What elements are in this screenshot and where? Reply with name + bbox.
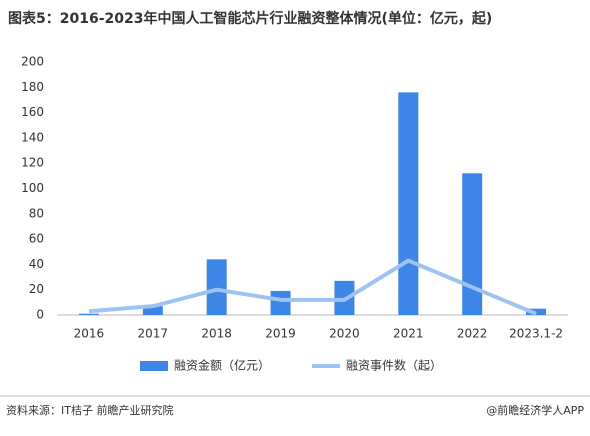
y-tick-label: 80 <box>29 206 44 220</box>
x-tick-label: 2023.1-2 <box>509 327 563 341</box>
y-tick-label: 120 <box>21 156 44 170</box>
x-tick-label: 2021 <box>393 327 424 341</box>
y-tick-label: 200 <box>21 55 44 69</box>
x-tick-label: 2017 <box>138 327 169 341</box>
source: 资料来源：IT桔子 前瞻产业研究院 <box>6 403 173 417</box>
y-tick-label: 140 <box>21 130 44 144</box>
y-tick-label: 40 <box>29 257 44 271</box>
y-tick-label: 100 <box>21 181 44 195</box>
chart-title: 图表5：2016-2023年中国人工智能芯片行业融资整体情况(单位：亿元，起) <box>8 10 492 27</box>
x-tick-label: 2020 <box>329 327 360 341</box>
legend-swatch <box>140 361 168 371</box>
x-tick-label: 2019 <box>265 327 296 341</box>
y-tick-label: 0 <box>36 308 44 322</box>
credit: @前瞻经济学人APP <box>486 403 584 417</box>
y-tick-label: 20 <box>29 282 44 296</box>
x-tick-label: 2018 <box>201 327 232 341</box>
line <box>88 258 537 316</box>
bar <box>462 173 483 315</box>
bar <box>142 306 163 315</box>
bar <box>270 290 291 315</box>
legend-label: 融资事件数（起） <box>346 358 442 373</box>
x-tick-label: 2016 <box>74 327 105 341</box>
x-tick-label: 2022 <box>457 327 488 341</box>
y-tick-label: 160 <box>21 105 44 119</box>
bar <box>398 92 419 315</box>
bar <box>78 313 99 315</box>
bar <box>206 259 227 315</box>
y-tick-label: 60 <box>29 232 44 246</box>
legend-label: 融资金额（亿元） <box>174 358 270 373</box>
y-tick-label: 180 <box>21 80 44 94</box>
